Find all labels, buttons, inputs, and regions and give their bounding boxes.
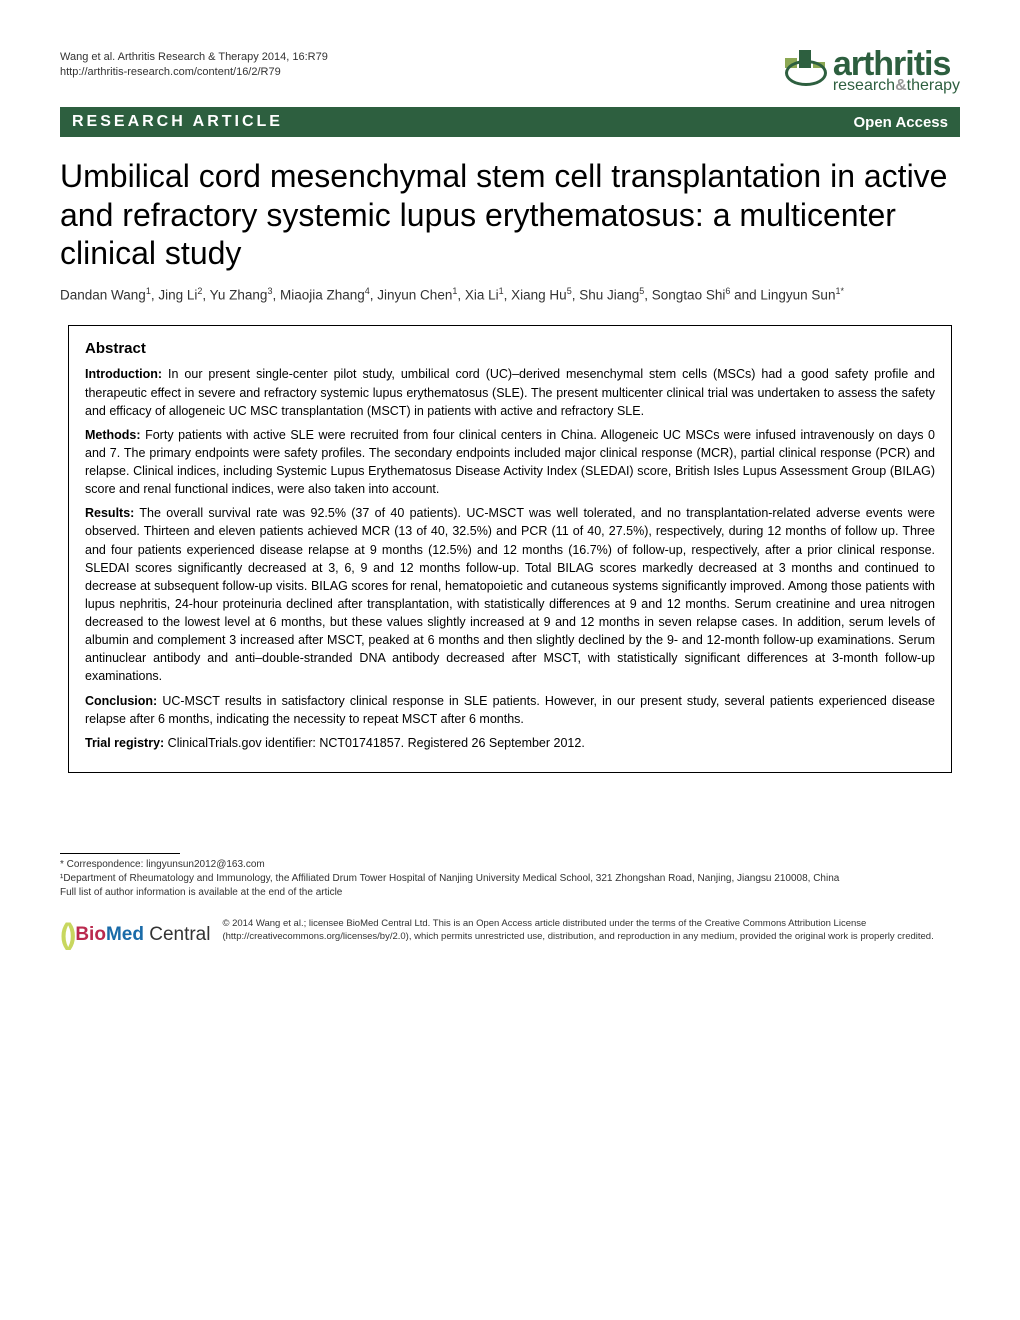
correspondence-block: * Correspondence: lingyunsun2012@163.com… (60, 858, 960, 900)
bmc-logo-text: BioMed Central (75, 924, 210, 946)
journal-logo-text: arthritis research&therapy (833, 50, 960, 92)
footer-row: ( ) BioMed Central © 2014 Wang et al.; l… (60, 918, 960, 952)
journal-logo-icon (785, 50, 827, 92)
header-row: Wang et al. Arthritis Research & Therapy… (60, 50, 960, 92)
methods-label: Methods: (85, 428, 141, 442)
conclusion-text: UC-MSCT results in satisfactory clinical… (85, 694, 935, 726)
methods-text: Forty patients with active SLE were recr… (85, 428, 935, 496)
introduction-text: In our present single-center pilot study… (85, 367, 935, 417)
author-info-note: Full list of author information is avail… (60, 886, 960, 900)
journal-logo: arthritis research&therapy (785, 50, 960, 92)
open-access-label: Open Access (854, 114, 949, 131)
results-label: Results: (85, 506, 134, 520)
abstract-trial-registry: Trial registry: ClinicalTrials.gov ident… (85, 734, 935, 752)
results-text: The overall survival rate was 92.5% (37 … (85, 506, 935, 683)
license-text: © 2014 Wang et al.; licensee BioMed Cent… (222, 918, 960, 944)
abstract-box: Abstract Introduction: In our present si… (68, 325, 952, 773)
page-container: Wang et al. Arthritis Research & Therapy… (0, 0, 1020, 1002)
abstract-results: Results: The overall survival rate was 9… (85, 504, 935, 685)
abstract-methods: Methods: Forty patients with active SLE … (85, 426, 935, 499)
citation-line1: Wang et al. Arthritis Research & Therapy… (60, 50, 328, 65)
abstract-heading: Abstract (85, 340, 935, 357)
introduction-label: Introduction: (85, 367, 162, 381)
trial-text: ClinicalTrials.gov identifier: NCT017418… (164, 736, 585, 750)
author-list: Dandan Wang1, Jing Li2, Yu Zhang3, Miaoj… (60, 285, 960, 306)
affiliation-1: ¹Department of Rheumatology and Immunolo… (60, 872, 960, 886)
article-type-label: RESEARCH ARTICLE (72, 113, 283, 131)
correspondence-email: * Correspondence: lingyunsun2012@163.com (60, 858, 960, 872)
bmc-logo-icon: ( ) (60, 918, 70, 952)
biomedcentral-logo: ( ) BioMed Central (60, 918, 210, 952)
conclusion-label: Conclusion: (85, 694, 157, 708)
logo-title: arthritis (833, 50, 960, 79)
article-title: Umbilical cord mesenchymal stem cell tra… (60, 157, 960, 272)
article-type-banner: RESEARCH ARTICLE Open Access (60, 107, 960, 137)
abstract-conclusion: Conclusion: UC-MSCT results in satisfact… (85, 692, 935, 728)
citation-block: Wang et al. Arthritis Research & Therapy… (60, 50, 328, 81)
abstract-introduction: Introduction: In our present single-cent… (85, 365, 935, 419)
logo-subtitle: research&therapy (833, 79, 960, 93)
footnote-rule (60, 853, 180, 854)
citation-line2: http://arthritis-research.com/content/16… (60, 65, 328, 80)
trial-label: Trial registry: (85, 736, 164, 750)
